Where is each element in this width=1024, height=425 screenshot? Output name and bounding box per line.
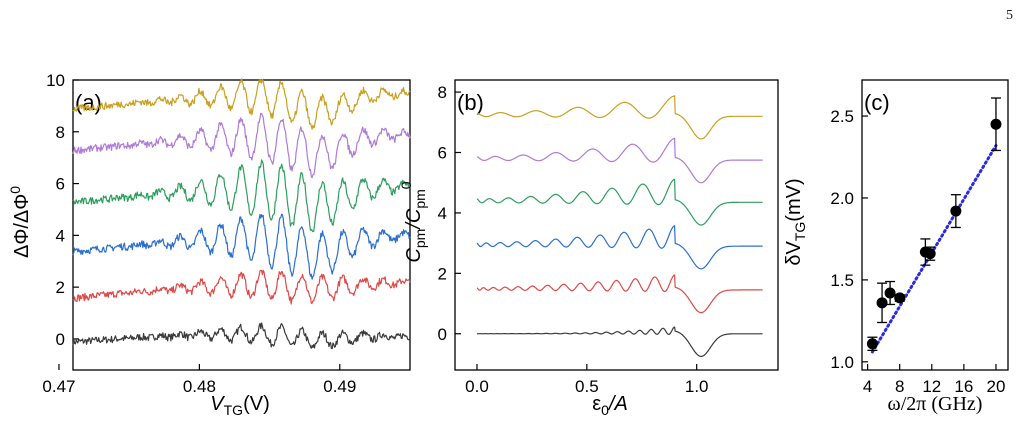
x-axis-title: ε0/A [592,393,628,418]
y-tick-label: 6 [56,175,65,194]
series-line [476,178,763,226]
x-tick-label: 0.0 [465,377,489,396]
ylabel-sub2: pm [412,189,428,208]
series-line [476,326,763,357]
data-point [884,287,896,299]
y-tick-label: 1.5 [830,271,854,290]
xlabel-unit: (V) [243,393,270,415]
y-axis-title: δVTG(mV) [783,178,808,265]
series-line [72,322,411,350]
data-point [990,118,1002,130]
y-tick-label: 0 [56,330,65,349]
panel-c: 4 8 12 16 20 1.0 1.5 2.0 2.5 (c) ω/2π (GHz) δVTG(mV… [783,79,1009,415]
series-line [476,95,763,140]
xlabel-sub: TG [224,402,243,418]
ylabel-sub: TG [792,222,808,241]
y-tick-label: 2 [438,264,447,283]
y-tick-label: 10 [46,71,65,90]
plot-frame [861,79,1009,371]
y-tick-label: 1.0 [830,353,854,372]
xlabel-main: ε [592,393,601,415]
y-tick-label: 4 [438,204,447,223]
ylabel-mid: /C [403,208,425,231]
series-line [72,159,411,233]
y-axis-title: Cpm/Cpm0 [398,181,428,262]
series-line [72,213,411,280]
x-tick-label: 16 [954,377,973,396]
ylabel-main: δV [783,241,805,266]
x-tick-label: 0.49 [323,377,356,396]
page-number: 5 [1006,8,1013,23]
ylabel-main: ΔΦ/ΔΦ [11,194,33,258]
panel-label: (b) [457,90,484,115]
xlabel-main: ω/2π (GHz) [888,393,983,415]
xlabel-main: V [210,393,225,415]
x-tick-label: 0.48 [183,377,216,396]
y-tick-label: 8 [56,123,65,142]
fit-line [870,144,998,354]
panel-label: (c) [864,90,890,115]
series-line [476,225,763,270]
x-axis-title: VTG(V) [210,393,269,418]
y-axis-title: ΔΦ/ΔΦ0 [7,186,33,258]
x-tick-label: 4 [863,377,872,396]
ylabel-sup: 0 [7,186,23,194]
xlabel-rest: /A [607,393,628,415]
series-line [72,78,411,130]
y-tick-label: 2.0 [830,189,854,208]
series-line [72,112,411,179]
plot-frame [454,79,779,371]
panel-label: (a) [75,90,102,115]
y-tick-label: 6 [438,144,447,163]
y-tick-label: 0 [438,325,447,344]
ylabel-unit: (mV) [783,178,805,221]
series-line [72,269,411,305]
series-line [476,274,763,314]
series-line [476,137,763,184]
x-axis-title: ω/2π (GHz) [888,393,983,415]
x-tick-label: 0.5 [575,377,599,396]
y-tick-label: 2.5 [830,107,854,126]
data-point [866,338,878,350]
y-tick-label: 2 [56,278,65,297]
data-point [924,248,936,260]
ylabel-sub1: pm [412,229,428,248]
data-point [876,297,888,309]
x-tick-label: 20 [987,377,1006,396]
x-tick-label: 1.0 [685,377,709,396]
data-point [894,292,906,304]
x-tick-label: 12 [922,377,941,396]
ylabel-sup: 0 [398,181,414,189]
xlabel-sub: 0 [601,402,609,418]
y-tick-label: 4 [56,226,65,245]
ylabel-main: C [403,248,425,263]
x-tick-label: 0.47 [42,377,75,396]
y-tick-label: 8 [438,83,447,102]
data-point [950,205,962,217]
x-tick-label: 8 [895,377,904,396]
